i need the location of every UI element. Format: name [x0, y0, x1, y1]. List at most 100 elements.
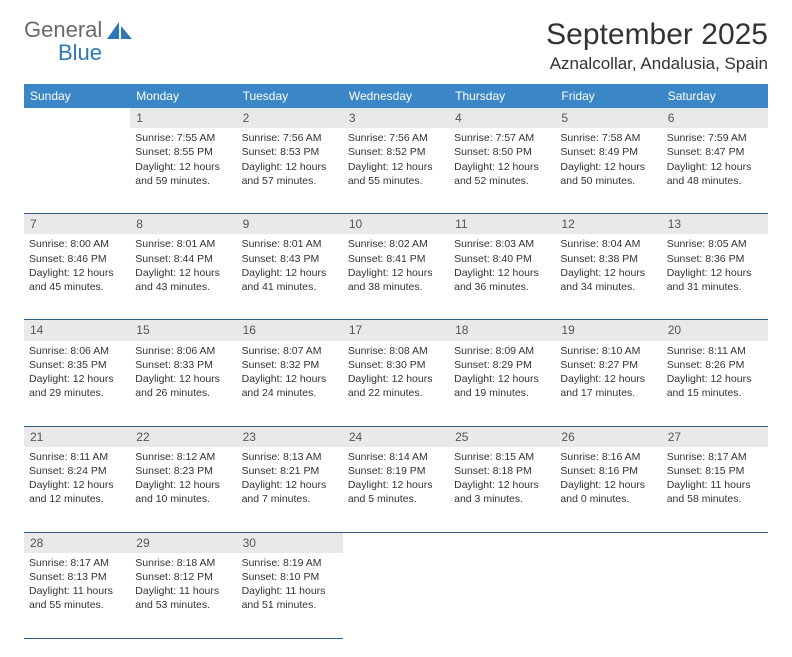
daylight-text: and 38 minutes. [348, 280, 444, 294]
weekday-header: Tuesday [237, 84, 343, 108]
weekday-header: Wednesday [343, 84, 449, 108]
sunset-text: Sunset: 8:47 PM [667, 145, 763, 159]
day-cell: Sunrise: 8:11 AMSunset: 8:26 PMDaylight:… [662, 341, 768, 427]
daylight-text: and 55 minutes. [348, 174, 444, 188]
day-number: 5 [555, 108, 661, 128]
day-cell [555, 553, 661, 639]
sunrise-text: Sunrise: 8:12 AM [135, 450, 231, 464]
daynum-row: 282930 [24, 532, 768, 553]
day-number: 8 [130, 214, 236, 235]
sunset-text: Sunset: 8:10 PM [242, 570, 338, 584]
day-cell [343, 553, 449, 639]
day-number: 26 [555, 426, 661, 447]
day-number: 1 [130, 108, 236, 128]
daylight-text: and 48 minutes. [667, 174, 763, 188]
sunset-text: Sunset: 8:32 PM [242, 358, 338, 372]
daylight-text: Daylight: 12 hours [454, 160, 550, 174]
sunset-text: Sunset: 8:33 PM [135, 358, 231, 372]
sunrise-text: Sunrise: 8:16 AM [560, 450, 656, 464]
day-cell: Sunrise: 8:18 AMSunset: 8:12 PMDaylight:… [130, 553, 236, 639]
sunset-text: Sunset: 8:13 PM [29, 570, 125, 584]
daylight-text: Daylight: 12 hours [135, 160, 231, 174]
sunrise-text: Sunrise: 7:56 AM [348, 131, 444, 145]
day-number: 15 [130, 320, 236, 341]
daylight-text: and 31 minutes. [667, 280, 763, 294]
weekday-header-row: Sunday Monday Tuesday Wednesday Thursday… [24, 84, 768, 108]
daylight-text: Daylight: 12 hours [348, 160, 444, 174]
weekday-header: Friday [555, 84, 661, 108]
sunset-text: Sunset: 8:38 PM [560, 252, 656, 266]
week-row: Sunrise: 8:00 AMSunset: 8:46 PMDaylight:… [24, 234, 768, 320]
daylight-text: Daylight: 11 hours [667, 478, 763, 492]
daylight-text: and 41 minutes. [242, 280, 338, 294]
daylight-text: Daylight: 12 hours [348, 478, 444, 492]
daylight-text: Daylight: 12 hours [560, 478, 656, 492]
day-number: 7 [24, 214, 130, 235]
sunrise-text: Sunrise: 8:14 AM [348, 450, 444, 464]
day-cell: Sunrise: 8:11 AMSunset: 8:24 PMDaylight:… [24, 447, 130, 533]
daylight-text: Daylight: 12 hours [135, 478, 231, 492]
day-number [555, 532, 661, 553]
day-cell: Sunrise: 8:09 AMSunset: 8:29 PMDaylight:… [449, 341, 555, 427]
daylight-text: Daylight: 12 hours [560, 160, 656, 174]
brand-general: General [24, 17, 102, 42]
day-cell: Sunrise: 8:06 AMSunset: 8:35 PMDaylight:… [24, 341, 130, 427]
sunrise-text: Sunrise: 8:08 AM [348, 344, 444, 358]
day-cell: Sunrise: 8:00 AMSunset: 8:46 PMDaylight:… [24, 234, 130, 320]
sunset-text: Sunset: 8:50 PM [454, 145, 550, 159]
day-number: 2 [237, 108, 343, 128]
sunset-text: Sunset: 8:53 PM [242, 145, 338, 159]
day-cell: Sunrise: 8:12 AMSunset: 8:23 PMDaylight:… [130, 447, 236, 533]
sunset-text: Sunset: 8:27 PM [560, 358, 656, 372]
daylight-text: and 58 minutes. [667, 492, 763, 506]
daylight-text: Daylight: 12 hours [667, 160, 763, 174]
page-header: General Blue September 2025 Aznalcollar,… [24, 18, 768, 74]
day-cell: Sunrise: 8:19 AMSunset: 8:10 PMDaylight:… [237, 553, 343, 639]
daylight-text: and 57 minutes. [242, 174, 338, 188]
sunrise-text: Sunrise: 8:09 AM [454, 344, 550, 358]
sunset-text: Sunset: 8:16 PM [560, 464, 656, 478]
daylight-text: and 55 minutes. [29, 598, 125, 612]
sunrise-text: Sunrise: 8:13 AM [242, 450, 338, 464]
daynum-row: 78910111213 [24, 214, 768, 235]
sunrise-text: Sunrise: 8:00 AM [29, 237, 125, 251]
sunrise-text: Sunrise: 8:05 AM [667, 237, 763, 251]
daynum-row: 14151617181920 [24, 320, 768, 341]
day-cell: Sunrise: 7:57 AMSunset: 8:50 PMDaylight:… [449, 128, 555, 214]
daylight-text: Daylight: 11 hours [29, 584, 125, 598]
day-number: 20 [662, 320, 768, 341]
day-cell: Sunrise: 8:03 AMSunset: 8:40 PMDaylight:… [449, 234, 555, 320]
daylight-text: and 22 minutes. [348, 386, 444, 400]
day-number: 24 [343, 426, 449, 447]
daylight-text: Daylight: 12 hours [135, 372, 231, 386]
daylight-text: and 52 minutes. [454, 174, 550, 188]
daylight-text: Daylight: 12 hours [348, 372, 444, 386]
sunset-text: Sunset: 8:44 PM [135, 252, 231, 266]
sunset-text: Sunset: 8:35 PM [29, 358, 125, 372]
sunrise-text: Sunrise: 8:03 AM [454, 237, 550, 251]
sunrise-text: Sunrise: 8:17 AM [667, 450, 763, 464]
day-number: 9 [237, 214, 343, 235]
daylight-text: and 53 minutes. [135, 598, 231, 612]
sunrise-text: Sunrise: 7:57 AM [454, 131, 550, 145]
title-block: September 2025 Aznalcollar, Andalusia, S… [546, 18, 768, 74]
daylight-text: and 17 minutes. [560, 386, 656, 400]
sunset-text: Sunset: 8:15 PM [667, 464, 763, 478]
calendar-table: Sunday Monday Tuesday Wednesday Thursday… [24, 84, 768, 639]
daylight-text: Daylight: 12 hours [454, 266, 550, 280]
daylight-text: and 24 minutes. [242, 386, 338, 400]
sunrise-text: Sunrise: 8:02 AM [348, 237, 444, 251]
day-cell [449, 553, 555, 639]
daylight-text: and 0 minutes. [560, 492, 656, 506]
day-number: 21 [24, 426, 130, 447]
day-number [24, 108, 130, 128]
weekday-header: Thursday [449, 84, 555, 108]
day-number: 3 [343, 108, 449, 128]
sunrise-text: Sunrise: 7:58 AM [560, 131, 656, 145]
week-row: Sunrise: 8:11 AMSunset: 8:24 PMDaylight:… [24, 447, 768, 533]
sunset-text: Sunset: 8:43 PM [242, 252, 338, 266]
sunrise-text: Sunrise: 8:01 AM [135, 237, 231, 251]
daylight-text: Daylight: 12 hours [560, 266, 656, 280]
day-cell [662, 553, 768, 639]
daylight-text: and 3 minutes. [454, 492, 550, 506]
